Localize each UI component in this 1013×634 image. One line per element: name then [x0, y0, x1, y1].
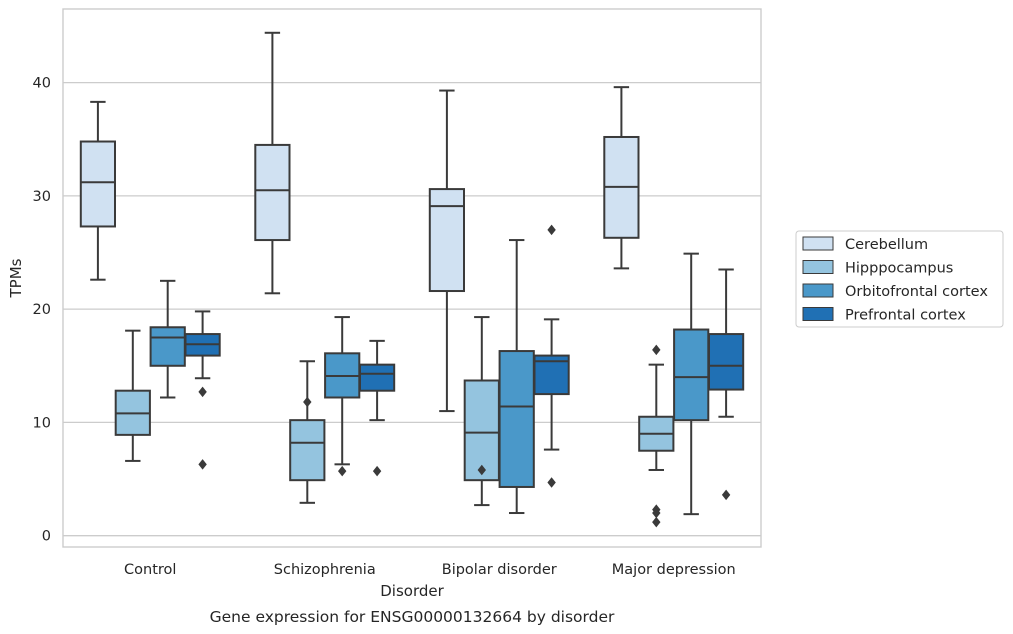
x-tick-label: Bipolar disorder	[442, 562, 557, 578]
y-tick-label: 40	[33, 76, 51, 92]
y-tick-labels: 0 10 20 30 40	[33, 76, 51, 545]
box-iqr	[149, 326, 186, 367]
box-cerebellum	[254, 31, 291, 295]
flier-point	[652, 516, 661, 528]
box-prefrontal-cortex	[184, 310, 221, 470]
chart-caption: Gene expression for ENSG00000132664 by d…	[210, 608, 615, 626]
box-iqr	[358, 363, 396, 392]
x-axis-label: Disorder	[380, 582, 444, 600]
box-hipppocampus	[114, 329, 151, 462]
y-axis-label: TPMs	[7, 258, 25, 298]
flier-point	[477, 464, 486, 476]
legend-swatch	[802, 283, 834, 298]
box-prefrontal-cortex	[707, 268, 745, 501]
flier-point	[547, 224, 556, 236]
legend-swatch	[802, 307, 834, 321]
box-orbitofrontal-cortex	[498, 239, 535, 515]
legend-label: Cerebellum	[845, 237, 928, 253]
box-iqr	[498, 350, 535, 488]
box-prefrontal-cortex	[358, 339, 396, 477]
box-orbitofrontal-cortex	[324, 316, 361, 477]
boxes	[79, 31, 745, 528]
y-tick-label: 30	[33, 189, 51, 205]
y-tick-label: 20	[33, 302, 51, 318]
box-prefrontal-cortex	[533, 224, 570, 488]
legend-swatch	[802, 236, 834, 251]
flier-point	[652, 344, 661, 356]
y-tick-label: 0	[42, 529, 51, 545]
flier-point	[547, 477, 556, 488]
flier-point	[652, 507, 661, 519]
box-hipppocampus	[289, 360, 326, 504]
legend-swatch	[802, 260, 834, 274]
box-iqr	[289, 419, 326, 482]
flier-point	[721, 489, 731, 501]
x-tick-label: Control	[124, 562, 176, 578]
x-tick-label: Schizophrenia	[274, 562, 376, 578]
box-hipppocampus	[638, 344, 675, 528]
box-cerebellum	[428, 89, 466, 413]
flier-point	[372, 465, 382, 477]
box-iqr	[707, 333, 745, 391]
flier-point	[198, 459, 207, 470]
legend-label: Hipppocampus	[845, 261, 953, 277]
plot-background	[63, 9, 761, 547]
box-orbitofrontal-cortex	[673, 252, 710, 516]
flier-point	[338, 465, 347, 477]
x-tick-label: Major depression	[612, 562, 736, 578]
x-tick-labels: Control Schizophrenia Bipolar disorder Majo…	[124, 562, 736, 578]
box-iqr	[254, 143, 291, 242]
box-cerebellum	[603, 86, 640, 270]
box-iqr	[428, 188, 466, 293]
plot-frame	[62, 8, 762, 548]
box-cerebellum	[79, 100, 117, 281]
flier-point	[303, 396, 312, 408]
y-tick-label: 10	[33, 415, 51, 431]
box-iqr	[673, 328, 710, 422]
gridlines	[63, 81, 761, 537]
legend: Cerebellum Hipppocampus Orbitofrontal cort…	[795, 230, 1004, 328]
legend-label: Prefrontal cortex	[845, 308, 966, 324]
legend-label: Orbitofrontal cortex	[845, 284, 988, 300]
box-iqr	[79, 140, 117, 228]
flier-point	[198, 386, 207, 398]
legend-frame	[795, 230, 1004, 328]
